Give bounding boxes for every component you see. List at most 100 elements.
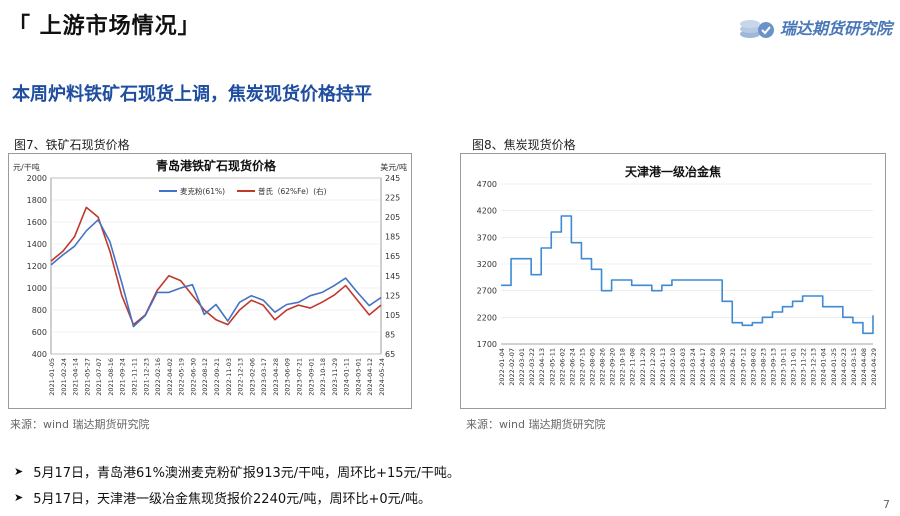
x-tick-label: 2022-12-13 [237,358,245,396]
x-tick-label: 2024-05-24 [378,358,386,396]
x-tick-label: 2021-05-27 [83,358,91,396]
x-tick-label: 2023-08-02 [749,348,757,386]
x-tick-label: 2023-01-13 [659,348,667,386]
y-left-tick-label: 1200 [27,262,47,271]
y-tick-label: 2200 [477,313,497,322]
x-tick-label: 2022-08-26 [599,348,607,386]
y-right-tick-label: 145 [385,272,400,281]
y-right-tick-label: 125 [385,291,400,300]
y-tick-label: 2700 [477,287,497,296]
series-line-platts [50,206,382,326]
x-tick-label: 2023-03-03 [679,348,687,386]
x-tick-label: 2024-01-11 [343,358,351,396]
right-chart-source: 来源：wind 瑞达期货研究院 [466,418,606,431]
x-tick-label: 2023-09-01 [307,358,315,396]
y-tick-label: 1700 [477,340,497,349]
y-tick-label: 3700 [477,233,497,242]
x-tick-label: 2022-09-21 [213,358,221,396]
y-left-axis-label: 元/干吨 [13,162,40,172]
iron-ore-chart-panel: 2000 1800 1600 1400 1200 1000 800 600 400 245 225 2… [8,153,412,409]
x-tick-label: 2021-02-24 [60,358,68,396]
x-tick-label: 2021-11-11 [131,358,139,396]
y-left-tick-label: 1400 [27,240,47,249]
x-tick-label: 2022-05-19 [178,358,186,396]
legend-label-platts: 普氏（62%Fe）(右) [258,186,327,196]
x-tick-label: 2023-06-21 [729,348,737,386]
x-tick-label: 2023-04-28 [272,358,280,396]
x-tick-label: 2022-02-07 [508,348,516,386]
x-tick-label: 2024-02-23 [840,348,848,386]
x-tick-label: 2022-04-13 [538,348,546,386]
x-tick-label: 2021-01-05 [48,358,56,396]
series-line-mac-fines [50,219,382,328]
x-tick-label: 2024-03-01 [354,358,362,396]
x-tick-label: 2024-04-29 [870,348,878,386]
brand-name: 瑞达期货研究院 [779,19,892,38]
arrow-icon: ➤ [14,491,24,504]
brand-logo: 瑞达期货研究院 [738,12,892,42]
x-tick-label: 2023-07-12 [739,348,747,386]
x-tick-label: 2023-05-09 [709,348,717,386]
x-tick-label: 2024-03-15 [850,348,858,386]
series-line-coke [501,215,874,335]
x-tick-label: 2022-12-20 [649,348,657,386]
right-chart-caption: 图8、焦炭现货价格 [472,138,576,152]
chart-title: 天津港一级冶金焦 [625,164,721,179]
x-tick-label: 2023-04-17 [699,348,707,386]
chart-title: 青岛港铁矿石现货价格 [156,158,277,173]
x-tick-label: 2023-11-01 [790,348,798,386]
x-tick-label: 2023-10-11 [780,348,788,386]
x-tick-label: 2023-03-17 [260,358,268,396]
x-tick-label: 2021-07-07 [95,358,103,396]
x-tick-label: 2021-08-16 [107,358,115,396]
y-tick-label: 4700 [477,180,497,189]
page-number: 7 [883,498,890,511]
y-left-tick-label: 1800 [27,196,47,205]
y-left-tick-label: 1600 [27,218,47,227]
x-tick-label: 2021-12-23 [142,358,150,396]
y-right-tick-label: 165 [385,252,400,261]
bullet-item-1: ➤ 5月17日，青岛港61%澳洲麦克粉矿报913元/干吨，周环比+15元/干吨。 [14,462,460,481]
x-tick-label: 2022-03-01 [518,348,526,386]
y-left-tick-label: 600 [32,328,47,337]
x-tick-label: 2022-11-03 [225,358,233,396]
y-right-tick-label: 245 [385,174,400,183]
bullet-text-2: 5月17日，天津港一级冶金焦现货报价2240元/吨，周环比+0元/吨。 [33,492,432,507]
x-tick-label: 2023-03-24 [689,348,697,386]
y-right-axis-label: 美元/吨 [380,162,407,172]
bullet-item-2: ➤ 5月17日，天津港一级冶金焦现货报价2240元/吨，周环比+0元/吨。 [14,488,431,507]
x-tick-label: 2023-08-23 [759,348,767,386]
left-chart-caption: 图7、铁矿石现货价格 [14,138,130,152]
x-tick-label: 2023-11-22 [800,348,808,386]
legend-label-mac-fines: 麦克粉(61%) [180,186,225,196]
section-title: 「 上游市场情况」 [8,14,201,39]
y-right-tick-label: 205 [385,213,400,222]
x-tick-label: 2023-02-10 [669,348,677,386]
coke-chart-panel: 4700 4200 3700 3200 2700 2200 1700 2022-01-04 20… [460,153,886,409]
arrow-icon: ➤ [14,465,24,478]
y-right-tick-label: 85 [385,330,395,339]
x-tick-label: 2022-06-24 [568,348,576,386]
x-tick-label: 2024-04-12 [366,358,374,396]
x-tick-label: 2023-06-09 [284,358,292,396]
x-tick-label: 2023-10-18 [319,358,327,396]
coins-icon [739,20,774,38]
y-tick-label: 3200 [477,260,497,269]
x-tick-label: 2023-02-06 [248,358,256,396]
x-tick-label: 2022-06-30 [189,358,197,396]
y-left-tick-label: 1000 [27,284,47,293]
x-tick-label: 2022-02-16 [154,358,162,396]
x-tick-label: 2022-01-04 [498,348,506,386]
x-tick-label: 2024-01-25 [830,348,838,386]
x-tick-label: 2024-04-08 [860,348,868,386]
y-right-tick-label: 225 [385,194,400,203]
x-tick-label: 2022-04-02 [166,358,174,396]
iron-ore-chart: 2000 1800 1600 1400 1200 1000 800 600 400 245 225 2… [13,158,407,396]
x-tick-label: 2022-11-08 [629,348,637,386]
x-tick-label: 2023-12-13 [810,348,818,386]
x-tick-label: 2022-07-15 [578,348,586,386]
y-left-tick-label: 800 [32,306,47,315]
x-tick-label: 2022-08-05 [588,348,596,386]
x-tick-label: 2022-08-12 [201,358,209,396]
